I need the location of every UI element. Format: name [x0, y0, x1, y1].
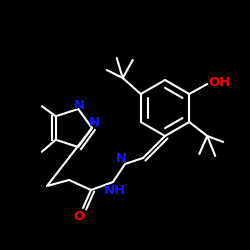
- Text: N: N: [116, 152, 126, 164]
- Text: OH: OH: [208, 76, 231, 88]
- Text: O: O: [74, 210, 85, 222]
- Text: N: N: [74, 100, 85, 112]
- Text: NH: NH: [104, 184, 126, 196]
- Text: N: N: [88, 116, 100, 130]
